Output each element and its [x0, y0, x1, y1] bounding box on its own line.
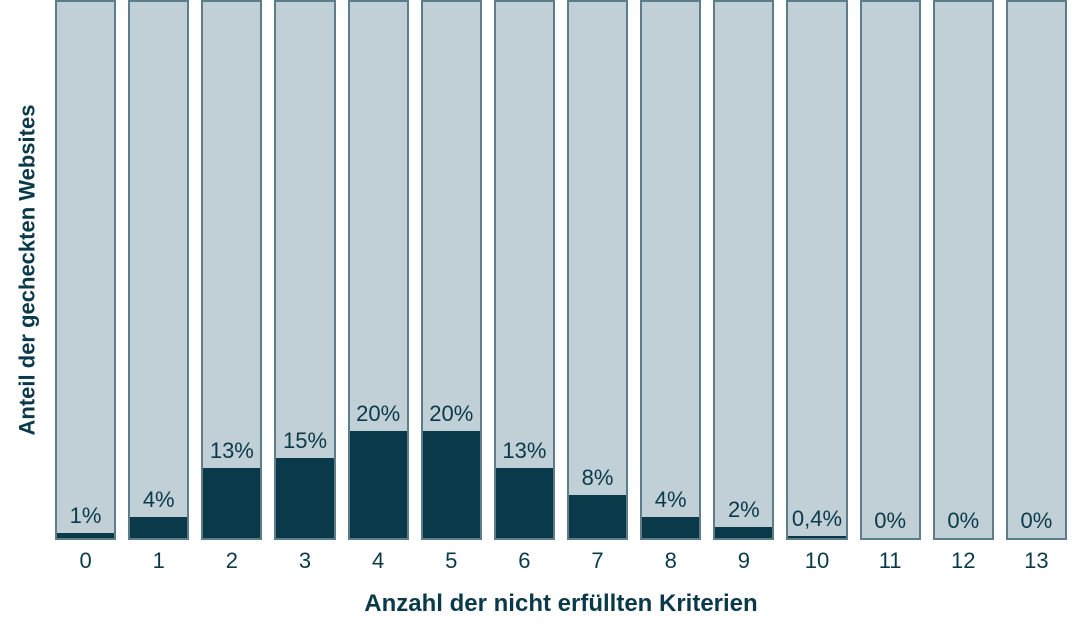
x-tick-label: 10 — [786, 542, 847, 582]
bar-track: 0% — [1006, 0, 1067, 540]
x-tick-label: 8 — [640, 542, 701, 582]
bar-value-label: 13% — [496, 438, 553, 468]
x-tick-label: 11 — [860, 542, 921, 582]
bar-fill — [715, 527, 772, 538]
bar-value-label: 13% — [203, 438, 260, 468]
x-tick-label: 12 — [933, 542, 994, 582]
bar-fill — [569, 495, 626, 538]
bar-value-label: 4% — [642, 487, 699, 517]
bar-value-label: 4% — [130, 487, 187, 517]
bar-track: 4% — [640, 0, 701, 540]
bar-column: 20% — [348, 0, 409, 540]
bar-column: 20% — [421, 0, 482, 540]
bar-value-label: 1% — [57, 503, 114, 533]
y-axis-label: Anteil der gecheckten Websites — [15, 105, 41, 436]
bar-fill — [496, 468, 553, 538]
bar-column: 15% — [274, 0, 335, 540]
bar-fill — [350, 431, 407, 538]
bar-value-label: 0% — [862, 508, 919, 538]
x-tick-label: 1 — [128, 542, 189, 582]
bar-track: 0,4% — [786, 0, 847, 540]
bar-column: 0% — [860, 0, 921, 540]
bar-fill — [423, 431, 480, 538]
bar-track: 20% — [421, 0, 482, 540]
bar-value-label: 20% — [423, 401, 480, 431]
bar-value-label: 0% — [1008, 508, 1065, 538]
x-tick-label: 0 — [55, 542, 116, 582]
chart-container: Anteil der gecheckten Websites 1%4%13%15… — [0, 0, 1080, 631]
bar-track: 20% — [348, 0, 409, 540]
bar-value-label: 20% — [350, 401, 407, 431]
bar-column: 2% — [713, 0, 774, 540]
bar-value-label: 2% — [715, 497, 772, 527]
bar-track: 2% — [713, 0, 774, 540]
bar-column: 0,4% — [786, 0, 847, 540]
plot-area: 1% 4% 13% 15% 20% 20% 13% 8% 4% 2% 0,4% 0% 0% 0% — [55, 0, 1067, 540]
x-axis-ticks: 012345678910111213 — [55, 542, 1067, 582]
bar-value-label: 15% — [276, 428, 333, 458]
x-tick-label: 13 — [1006, 542, 1067, 582]
bar-track: 4% — [128, 0, 189, 540]
x-tick-label: 2 — [201, 542, 262, 582]
x-tick-label: 5 — [421, 542, 482, 582]
bar-value-label: 0,4% — [788, 506, 845, 536]
bar-column: 0% — [1006, 0, 1067, 540]
bar-track: 8% — [567, 0, 628, 540]
bar-fill — [203, 468, 260, 538]
bar-track: 15% — [274, 0, 335, 540]
bar-track: 13% — [494, 0, 555, 540]
bar-column: 1% — [55, 0, 116, 540]
bar-fill — [57, 533, 114, 538]
x-axis-label: Anzahl der nicht erfüllten Kriterien — [55, 590, 1067, 618]
bar-fill — [788, 536, 845, 538]
bar-track: 0% — [860, 0, 921, 540]
bar-column: 0% — [933, 0, 994, 540]
bar-column: 4% — [128, 0, 189, 540]
bar-track: 1% — [55, 0, 116, 540]
bar-column: 13% — [494, 0, 555, 540]
bar-track: 0% — [933, 0, 994, 540]
bar-track: 13% — [201, 0, 262, 540]
y-axis-label-wrap: Anteil der gecheckten Websites — [0, 0, 55, 540]
x-tick-label: 6 — [494, 542, 555, 582]
bar-value-label: 8% — [569, 465, 626, 495]
x-tick-label: 3 — [274, 542, 335, 582]
bar-column: 8% — [567, 0, 628, 540]
bar-value-label: 0% — [935, 508, 992, 538]
x-tick-label: 9 — [713, 542, 774, 582]
bar-column: 13% — [201, 0, 262, 540]
bar-fill — [130, 517, 187, 538]
bar-column: 4% — [640, 0, 701, 540]
bar-fill — [276, 458, 333, 538]
x-tick-label: 4 — [348, 542, 409, 582]
bar-fill — [642, 517, 699, 538]
x-tick-label: 7 — [567, 542, 628, 582]
